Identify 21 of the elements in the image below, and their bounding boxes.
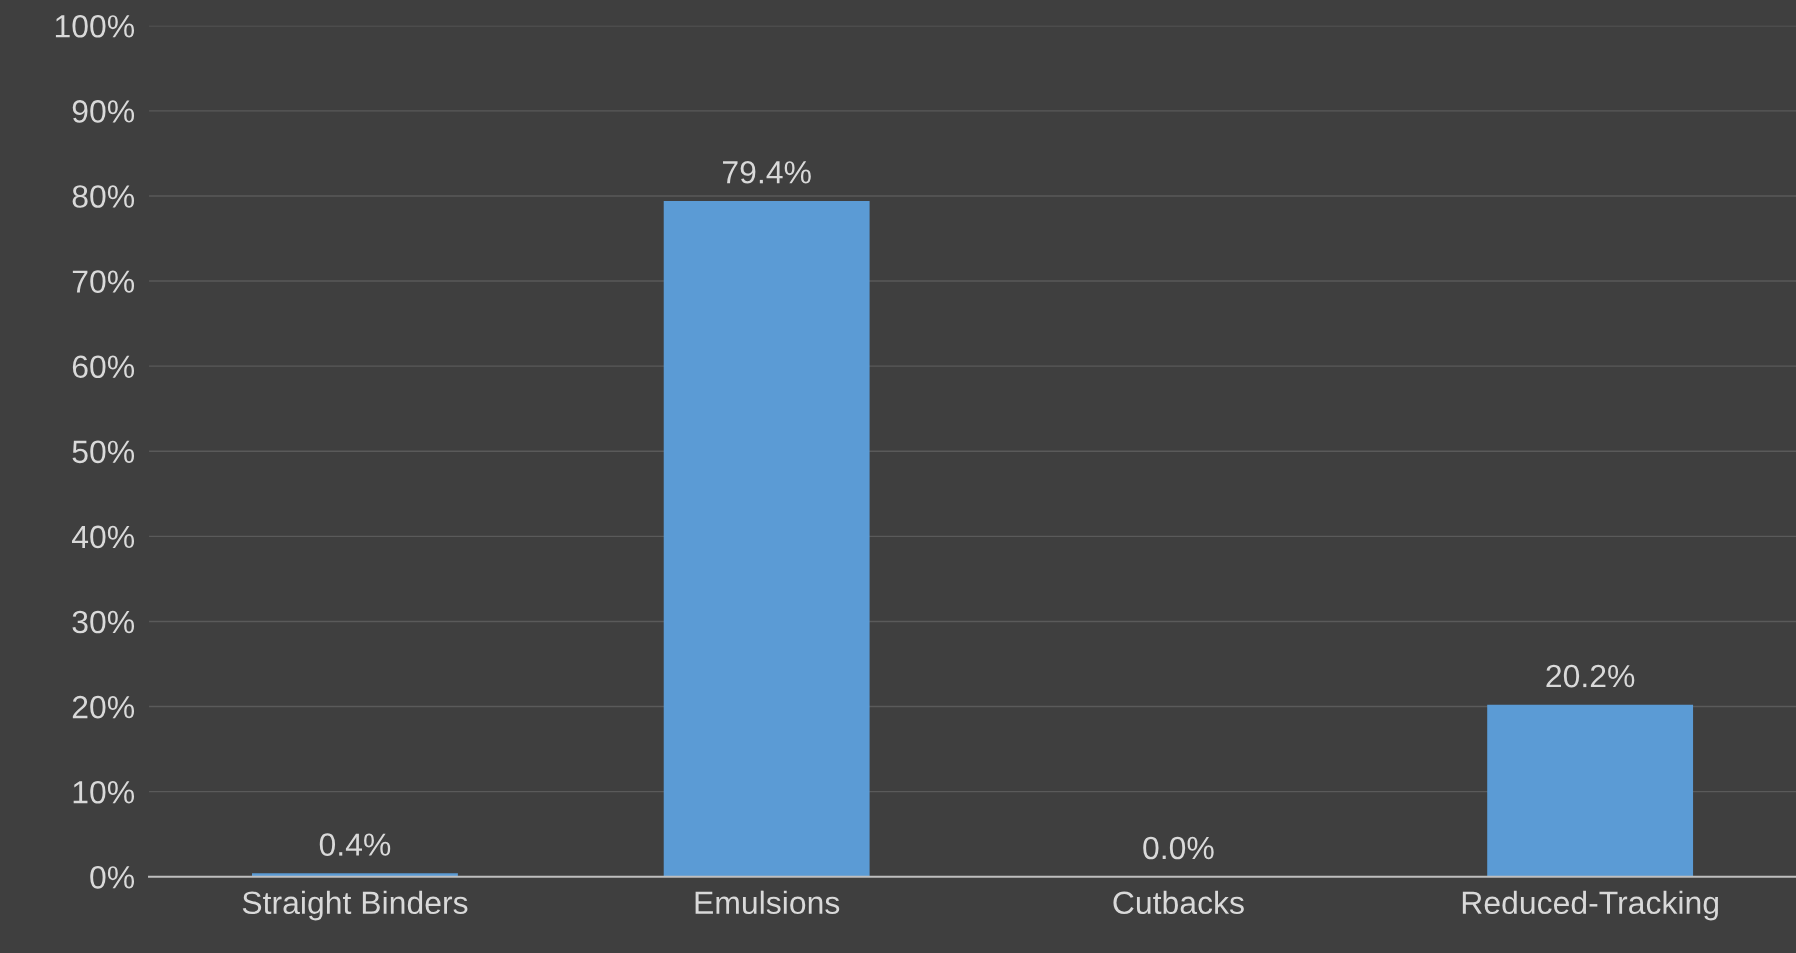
- x-tick-label: Reduced-Tracking: [1462, 890, 1718, 921]
- y-tick-label: 100%: [55, 15, 135, 38]
- bar: [663, 201, 870, 877]
- y-tick-label: 70%: [72, 270, 135, 293]
- y-tick-label: 0%: [90, 866, 135, 889]
- data-label: 20.2%: [1546, 664, 1635, 688]
- y-tick-label: 40%: [71, 525, 135, 549]
- y-tick-label: 30%: [72, 610, 135, 634]
- y-tick-label: 60%: [72, 355, 135, 379]
- data-label: 0.0%: [1143, 836, 1214, 860]
- y-tick-label: 10%: [73, 780, 135, 804]
- data-label: 0.4%: [319, 833, 391, 856]
- bar: [1487, 704, 1694, 877]
- y-tick-label: 80%: [72, 185, 135, 208]
- x-tick-label: Straight Binders: [242, 890, 468, 921]
- x-tick-label: Emulsions: [695, 890, 840, 915]
- data-label: 79.4%: [723, 161, 811, 184]
- y-tick-label: 90%: [72, 100, 135, 123]
- x-tick-label: Cutbacks: [1113, 890, 1244, 915]
- y-tick-label: 50%: [72, 440, 135, 464]
- y-tick-label: 20%: [72, 695, 135, 719]
